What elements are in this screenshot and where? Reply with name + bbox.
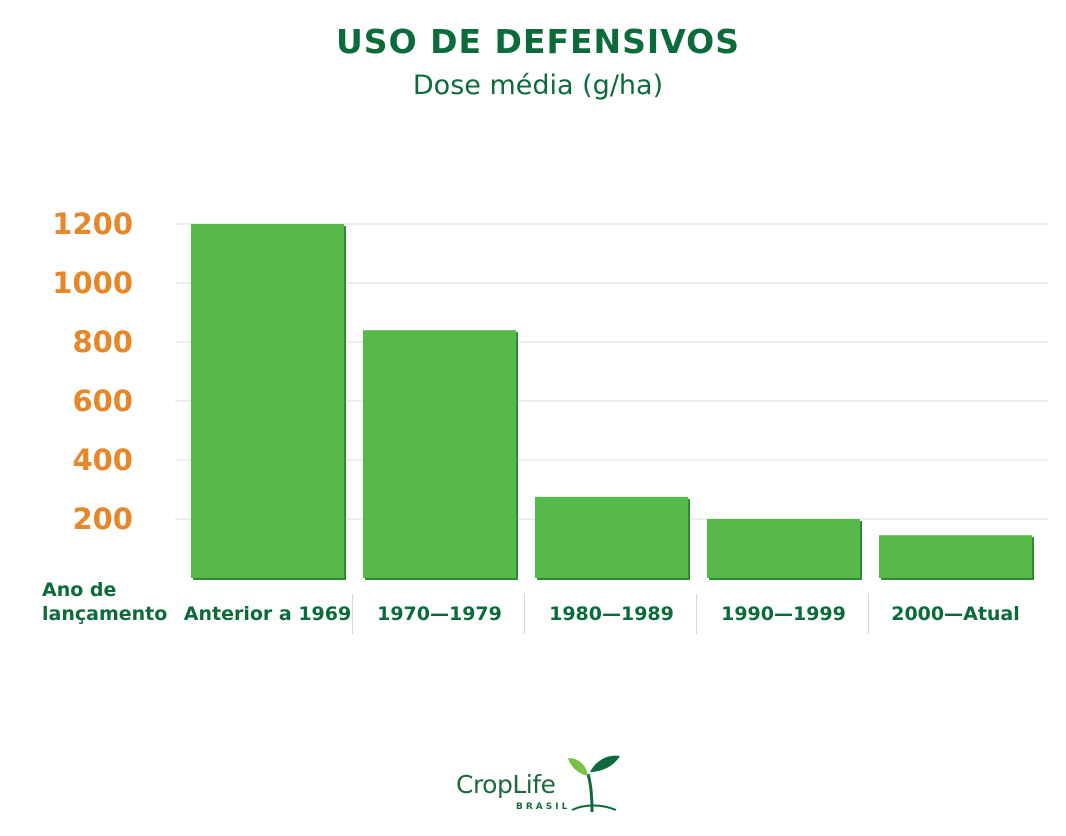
x-tick-label: 1970—1979 <box>377 603 502 625</box>
chart-title: USO DE DEFENSIVOS <box>336 22 740 61</box>
x-axis-title-line: lançamento <box>42 603 167 625</box>
y-tick-label: 1000 <box>52 266 133 300</box>
y-tick-labels: 200 400 600 800 1000 1200 <box>52 207 133 536</box>
x-axis-title-line: Ano de <box>42 579 116 601</box>
croplife-logo: CropLife BRASIL <box>448 752 628 822</box>
logo-text: CropLife <box>456 770 556 799</box>
bar <box>879 535 1032 578</box>
bar <box>191 224 344 578</box>
x-tick-label: 2000—Atual <box>891 603 1020 625</box>
x-tick-label: Anterior a 1969 <box>184 603 351 625</box>
y-tick-label: 800 <box>72 325 133 359</box>
x-tick-labels: Anterior a 1969 1970—1979 1980—1989 1990—19… <box>184 594 1020 634</box>
bar <box>535 496 688 578</box>
y-tick-label: 600 <box>72 384 133 418</box>
bar <box>363 330 516 578</box>
chart-subtitle: Dose média (g/ha) <box>412 70 664 101</box>
bars <box>191 224 1034 580</box>
y-tick-label: 1200 <box>52 207 133 241</box>
sprout-icon <box>568 755 620 813</box>
x-tick-label: 1980—1989 <box>549 603 674 625</box>
bar <box>707 519 860 578</box>
y-tick-label: 400 <box>72 443 133 477</box>
x-tick-label: 1990—1999 <box>721 603 846 625</box>
logo-subtext: BRASIL <box>516 802 571 812</box>
y-tick-label: 200 <box>72 502 133 536</box>
